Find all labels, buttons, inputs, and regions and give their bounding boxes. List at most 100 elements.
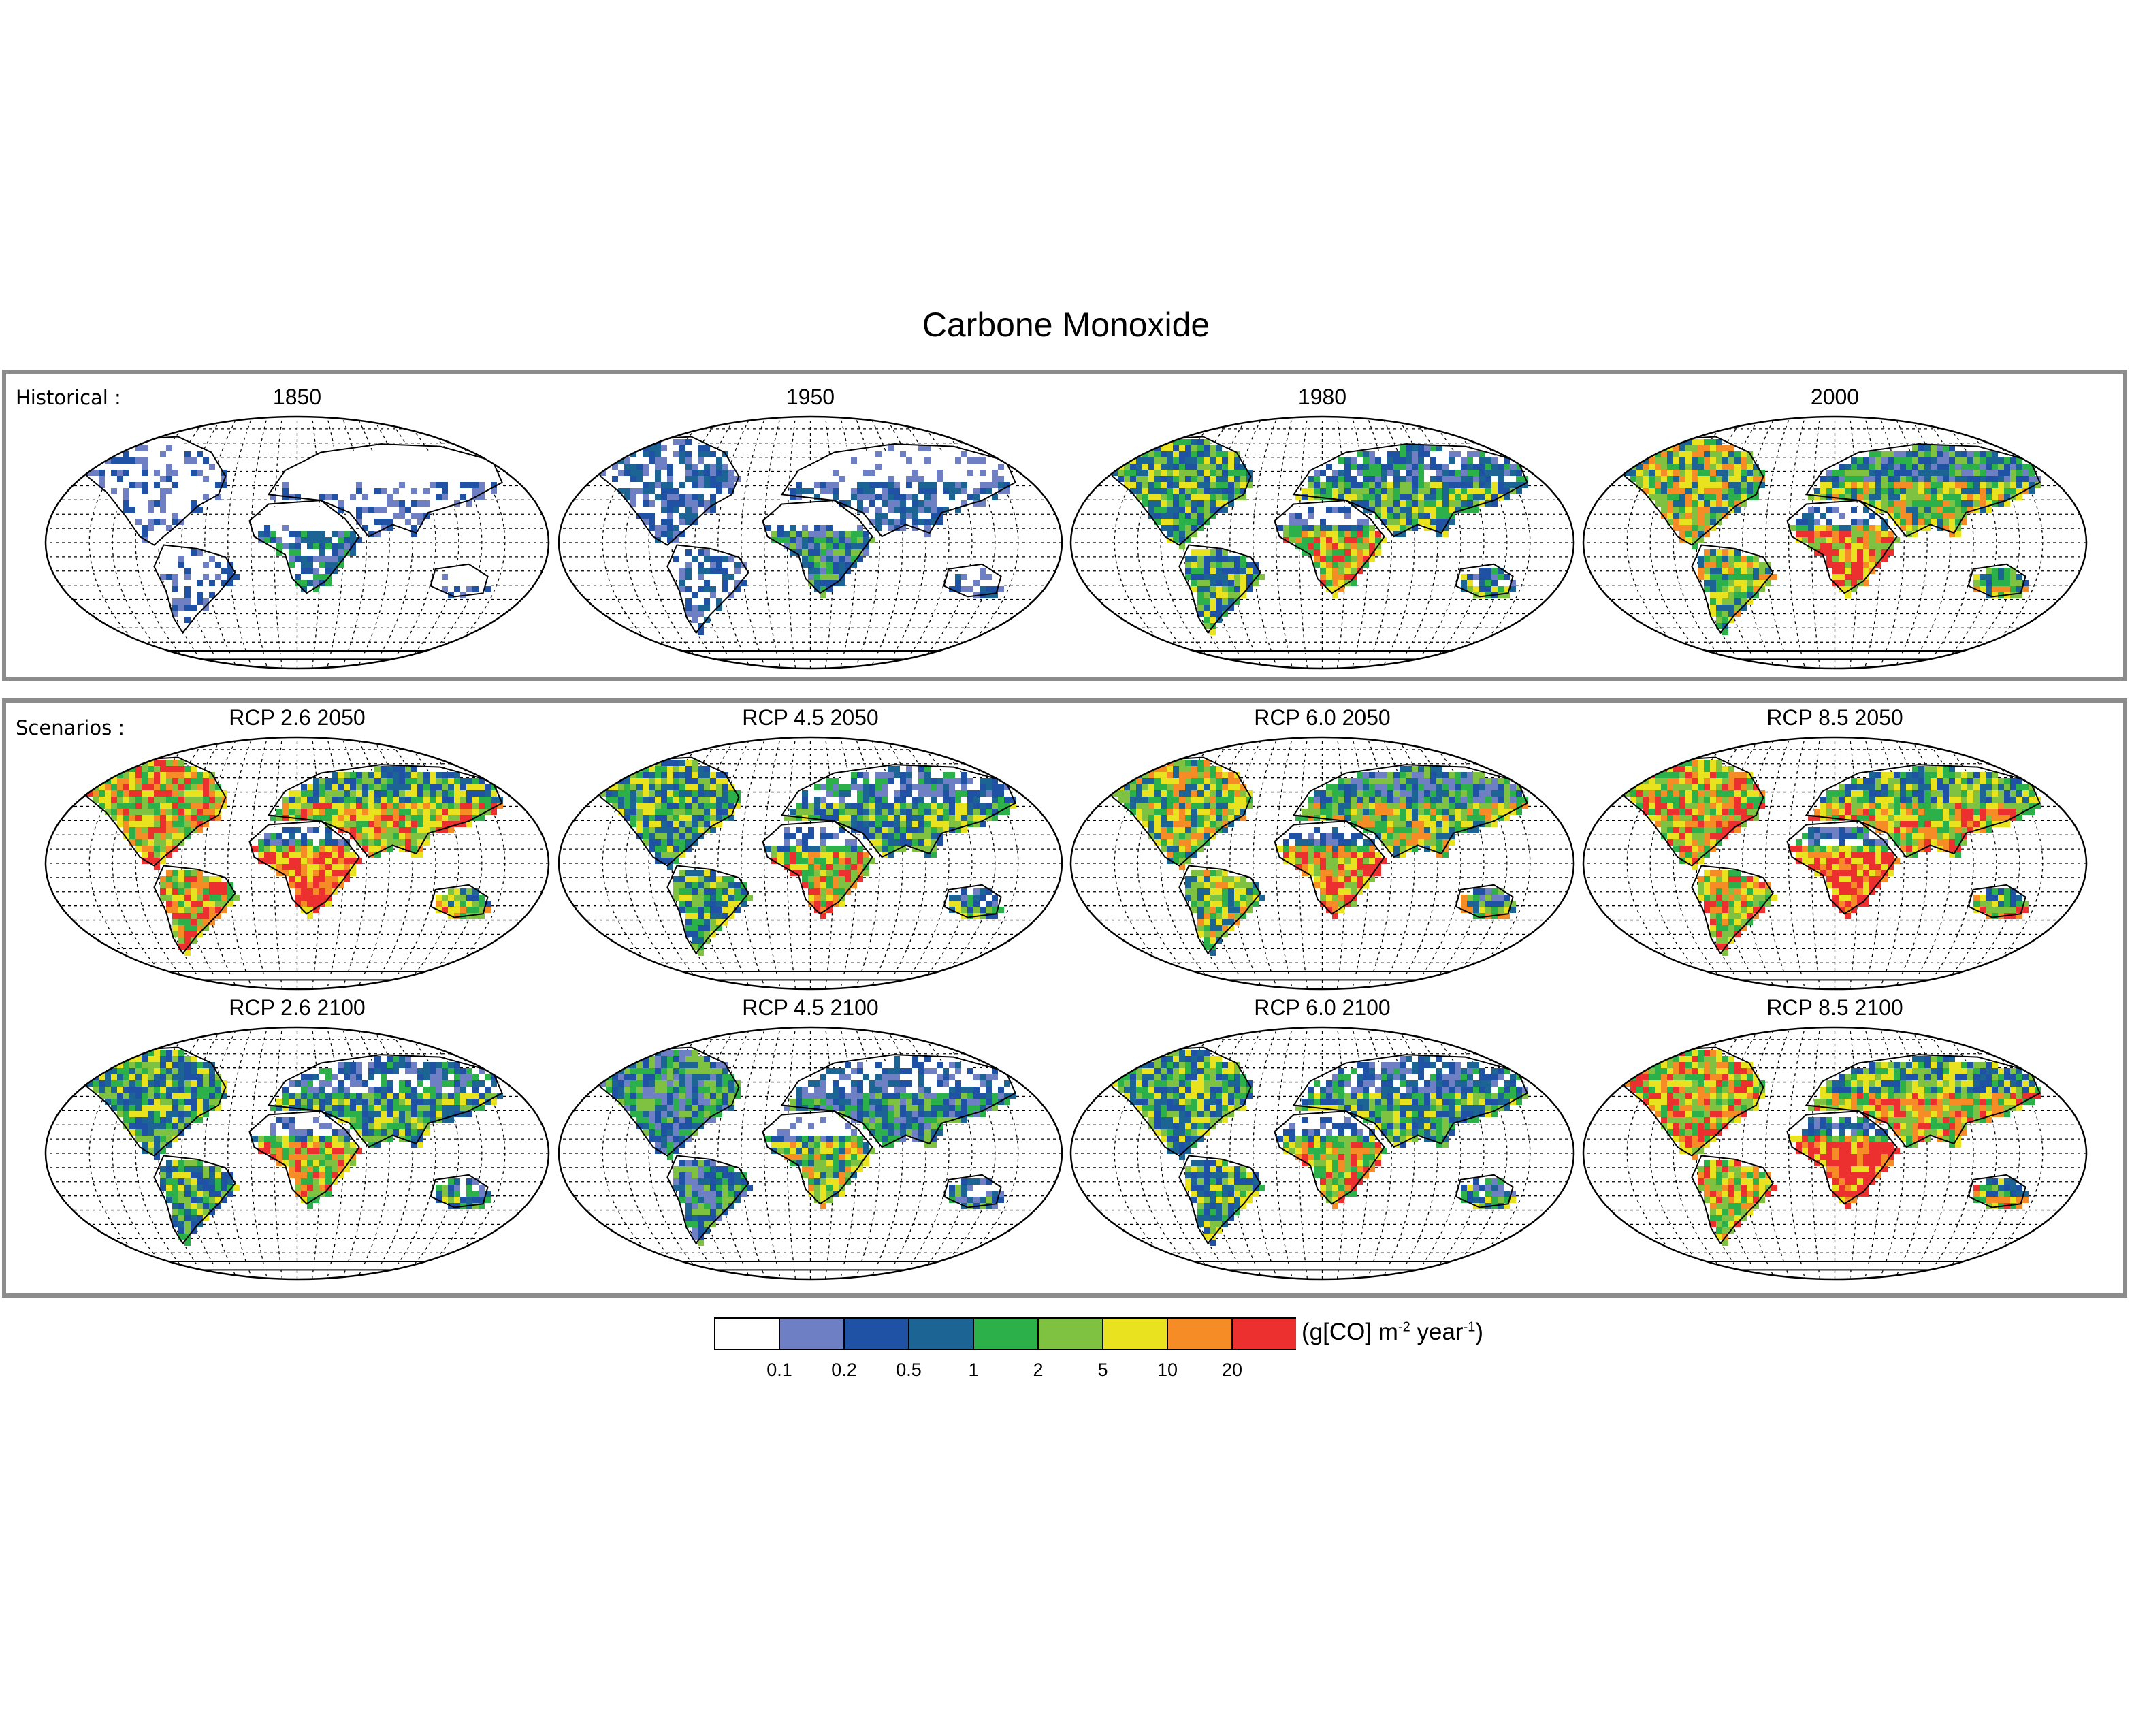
- emission-cell: [1643, 470, 1649, 476]
- emission-cell: [906, 470, 912, 476]
- emission-cell: [931, 451, 937, 457]
- emission-cell: [313, 525, 319, 531]
- emission-cell: [1271, 654, 1277, 660]
- emission-cell: [1424, 482, 1430, 488]
- emission-cell: [227, 568, 233, 574]
- emission-cell: [227, 888, 233, 895]
- emission-cell: [1314, 654, 1320, 660]
- emission-cell: [142, 803, 148, 809]
- emission-cell: [1369, 537, 1375, 543]
- emission-cell: [1387, 500, 1393, 507]
- emission-cell: [166, 809, 172, 815]
- emission-cell: [1449, 470, 1455, 476]
- emission-cell: [716, 457, 722, 464]
- emission-cell: [1967, 451, 1973, 457]
- emission-cell: [295, 482, 301, 488]
- emission-cell: [1826, 470, 1832, 476]
- emission-cell: [313, 556, 319, 562]
- emission-cell: [1704, 439, 1710, 445]
- emission-cell: [1351, 654, 1357, 660]
- emission-cell: [1998, 586, 2004, 592]
- emission-cell: [1130, 470, 1136, 476]
- emission-cell: [655, 525, 661, 531]
- emission-cell: [1759, 562, 1765, 568]
- emission-cell: [178, 445, 184, 451]
- emission-cell: [1442, 525, 1449, 531]
- emission-cell: [344, 797, 350, 803]
- emission-cell: [618, 451, 624, 457]
- emission-cell: [1154, 464, 1161, 470]
- emission-cell: [875, 464, 882, 470]
- emission-cell: [1185, 445, 1191, 451]
- emission-cell: [1246, 562, 1253, 568]
- emission-cell: [1722, 605, 1728, 611]
- emission-cell: [1173, 531, 1179, 537]
- emission-cell: [295, 580, 301, 586]
- emission-cell: [796, 543, 802, 549]
- emission-cell: [1845, 464, 1851, 470]
- emission-cell: [1436, 500, 1442, 507]
- emission-cell: [912, 451, 918, 457]
- emission-cell: [1393, 654, 1400, 660]
- emission-cell: [1728, 476, 1734, 482]
- emission-cell: [618, 488, 624, 494]
- emission-cell: [460, 568, 466, 574]
- emission-cell: [839, 537, 845, 543]
- emission-cell: [1655, 445, 1661, 451]
- emission-cell: [417, 784, 423, 790]
- emission-cell: [1479, 470, 1485, 476]
- emission-cell: [1685, 439, 1692, 445]
- emission-cell: [313, 815, 319, 821]
- emission-cell: [1308, 513, 1314, 519]
- emission-cell: [295, 470, 301, 476]
- emission-cell: [466, 895, 472, 901]
- emission-cell: [454, 797, 460, 803]
- emission-cell: [1728, 494, 1734, 500]
- emission-cell: [160, 839, 166, 846]
- emission-cell: [1704, 549, 1710, 556]
- emission-cell: [894, 766, 900, 772]
- emission-cell: [1234, 482, 1240, 488]
- emission-cell: [301, 815, 307, 821]
- emission-cell: [1790, 654, 1796, 660]
- emission-cell: [172, 549, 178, 556]
- emission-cell: [301, 907, 307, 913]
- emission-cell: [1216, 470, 1222, 476]
- emission-cell: [1485, 488, 1491, 494]
- emission-cell: [1710, 654, 1716, 660]
- emission-cell: [1949, 500, 1955, 507]
- emission-cell: [148, 784, 154, 790]
- emission-cell: [356, 451, 362, 457]
- emission-cell: [1685, 476, 1692, 482]
- emission-cell: [374, 852, 381, 858]
- emission-cell: [209, 586, 215, 592]
- emission-cell: [325, 815, 332, 821]
- emission-cell: [1937, 451, 1943, 457]
- emission-cell: [374, 790, 381, 797]
- emission-cell: [270, 654, 276, 660]
- emission-cell: [203, 494, 209, 500]
- emission-cell: [679, 531, 685, 537]
- emission-cell: [2016, 592, 2022, 598]
- emission-cell: [460, 586, 466, 592]
- emission-cell: [313, 809, 319, 815]
- emission-cell: [209, 895, 215, 901]
- emission-cell: [191, 457, 197, 464]
- emission-cell: [1912, 519, 1918, 525]
- emission-cell: [338, 519, 344, 525]
- coastline: [1274, 500, 1385, 594]
- emission-cell: [973, 488, 980, 494]
- emission-cell: [931, 464, 937, 470]
- emission-cell: [685, 611, 692, 617]
- emission-cell: [1881, 494, 1888, 500]
- emission-cell: [166, 797, 172, 803]
- emission-cell: [350, 451, 356, 457]
- emission-cell: [728, 592, 734, 598]
- emission-cell: [888, 519, 894, 525]
- emission-cell: [1875, 507, 1881, 513]
- emission-cell: [166, 778, 172, 784]
- emission-cell: [276, 833, 282, 839]
- emission-cell: [1857, 562, 1863, 568]
- emission-cell: [1197, 482, 1204, 488]
- emission-cell: [405, 778, 411, 784]
